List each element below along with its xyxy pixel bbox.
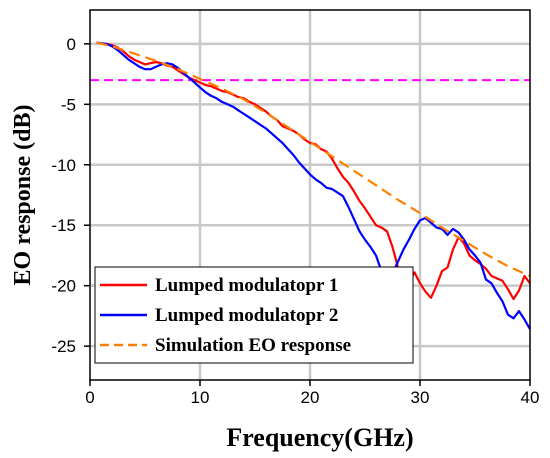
x-axis-label: Frequency(GHz): [226, 423, 413, 452]
y-tick-label: 0: [67, 35, 76, 54]
ticks: 0 10 20 30 40 0 -5 -10 -15 -20 -25: [51, 35, 539, 407]
legend-label-3: Simulation EO response: [155, 335, 351, 356]
y-tick-label: -10: [51, 156, 76, 175]
legend-box: [94, 266, 414, 364]
x-tick-label: 30: [411, 388, 430, 407]
x-tick-label: 10: [191, 388, 210, 407]
series-group: [96, 41, 531, 330]
x-tick-label: 40: [521, 388, 540, 407]
y-tick-label: -20: [51, 277, 76, 296]
y-axis-label: EO response (dB): [10, 105, 36, 286]
y-tick-label: -15: [51, 216, 76, 235]
x-tick-label: 20: [301, 388, 320, 407]
legend-label-2: Lumped modulatopr 2: [155, 305, 338, 326]
y-tick-label: -25: [51, 337, 76, 356]
legend: Lumped modulatopr 1 Lumped modulatopr 2 Si…: [94, 266, 414, 364]
y-tick-label: -5: [61, 95, 76, 114]
x-tick-label: 0: [85, 388, 94, 407]
series-line-3: [96, 41, 531, 278]
legend-label-1: Lumped modulatopr 1: [155, 275, 338, 296]
series-line-2: [96, 41, 531, 330]
